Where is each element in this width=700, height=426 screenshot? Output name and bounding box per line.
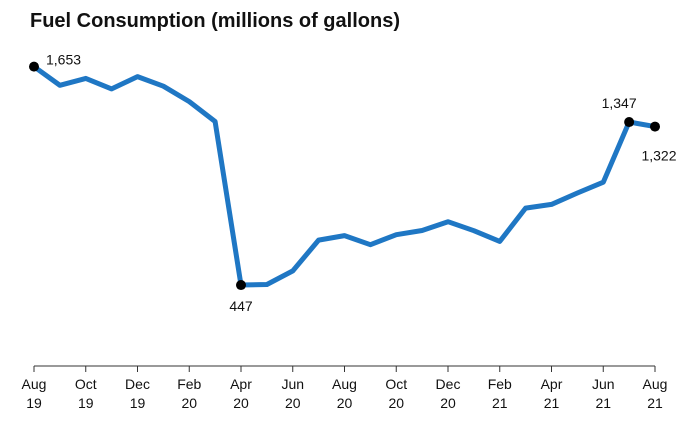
x-tick-label-month: Apr — [230, 376, 252, 392]
x-tick-label-month: Oct — [75, 376, 97, 392]
x-tick-label-month: Feb — [488, 376, 512, 392]
x-axis: Aug 19 Oct 19 Dec 19 Feb 20 Apr 20 Jun 20 Aug 20 Oct 20… — [22, 365, 668, 411]
data-label: 447 — [229, 298, 253, 314]
x-tick-label-year: 21 — [595, 395, 611, 411]
marker-layer — [29, 61, 660, 291]
x-tick-label-year: 21 — [492, 395, 508, 411]
x-tick-label-year: 20 — [388, 395, 404, 411]
data-point-marker — [236, 280, 246, 291]
x-tick-label-year: 21 — [647, 395, 663, 411]
x-tick-label-year: 20 — [440, 395, 456, 411]
x-tick-label-year: 20 — [337, 395, 353, 411]
x-tick-label-month: Dec — [125, 376, 150, 392]
x-tick-label-month: Aug — [643, 376, 668, 392]
x-tick-label-month: Jun — [281, 376, 304, 392]
x-tick-label-month: Feb — [177, 376, 201, 392]
x-tick-label-year: 19 — [130, 395, 146, 411]
x-tick-label-year: 20 — [233, 395, 249, 411]
x-tick-label-year: 19 — [26, 395, 42, 411]
series-layer — [31, 64, 658, 288]
x-tick-label-month: Dec — [436, 376, 461, 392]
data-point-marker — [650, 121, 660, 132]
series-line — [31, 64, 658, 288]
chart-title: Fuel Consumption (millions of gallons) — [30, 10, 400, 32]
label-layer: 1,653 447 1,347 1,322 — [46, 52, 677, 314]
data-point-marker — [624, 117, 635, 128]
x-tick-label-month: Aug — [332, 376, 357, 392]
x-tick-label-year: 20 — [181, 395, 197, 411]
data-point-marker — [29, 61, 39, 72]
x-tick-label-month: Apr — [541, 376, 563, 392]
data-label: 1,347 — [602, 95, 637, 111]
x-tick-label-year: 21 — [544, 395, 560, 411]
x-tick-label-year: 20 — [285, 395, 301, 411]
x-tick-label-year: 19 — [78, 395, 94, 411]
data-label: 1,322 — [641, 148, 676, 164]
data-label: 1,653 — [46, 52, 81, 68]
x-tick-label-month: Oct — [385, 376, 407, 392]
x-tick-label-month: Jun — [592, 376, 615, 392]
x-tick-label-month: Aug — [22, 376, 47, 392]
